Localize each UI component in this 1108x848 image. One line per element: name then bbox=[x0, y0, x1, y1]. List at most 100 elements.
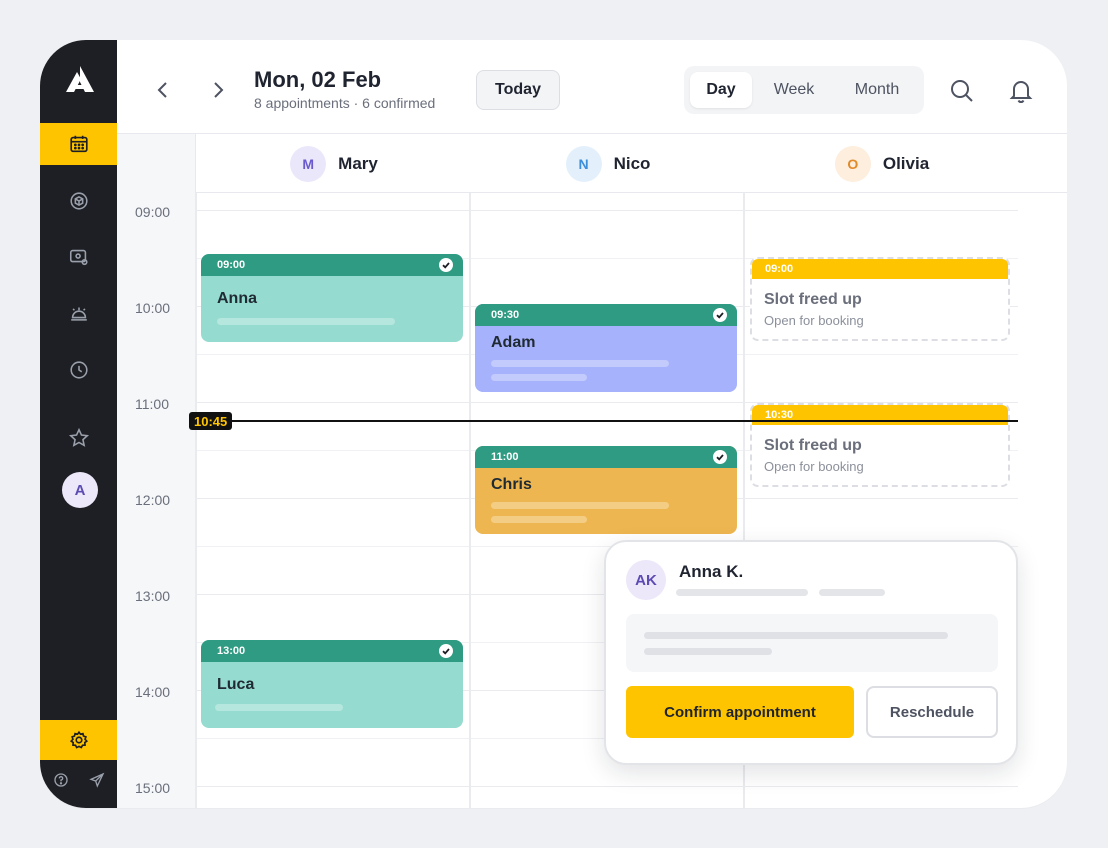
sidebar-item-services[interactable] bbox=[40, 292, 117, 334]
confirmed-check-icon bbox=[439, 258, 453, 272]
prev-day-button[interactable] bbox=[151, 78, 175, 102]
client-name: Adam bbox=[491, 334, 536, 351]
appointment-time: 11:00 bbox=[491, 451, 519, 463]
sidebar: A bbox=[40, 40, 117, 808]
sidebar-item-history[interactable] bbox=[40, 349, 117, 391]
time-label: 09:00 bbox=[135, 204, 171, 220]
search-icon bbox=[951, 80, 973, 102]
send-icon[interactable] bbox=[88, 772, 105, 788]
day-grid[interactable]: 09:00 10:00 11:00 12:00 13:00 14:00 15:0… bbox=[117, 193, 1067, 808]
time-label: 14:00 bbox=[135, 684, 171, 700]
column-divider bbox=[743, 193, 745, 808]
slot-title: Slot freed up bbox=[764, 437, 862, 454]
card-settings-icon bbox=[69, 249, 88, 266]
clock-icon bbox=[69, 361, 88, 379]
client-name: Luca bbox=[217, 676, 255, 693]
appointment-header: 09:30 bbox=[475, 304, 737, 326]
staff-column-olivia[interactable]: O Olivia bbox=[745, 134, 1019, 193]
bell-icon bbox=[1009, 81, 1033, 103]
user-avatar[interactable]: A bbox=[62, 472, 98, 508]
appointment-header: 11:00 bbox=[475, 446, 737, 468]
hour-line bbox=[196, 402, 1018, 403]
view-week-button[interactable]: Week bbox=[773, 81, 815, 98]
appointment-time: 09:00 bbox=[217, 259, 246, 271]
appointment-card-adam[interactable]: 09:30 Adam bbox=[475, 304, 737, 392]
time-gutter bbox=[117, 193, 196, 808]
avatar: M bbox=[290, 145, 327, 182]
confirmed-check-icon bbox=[713, 308, 727, 322]
sidebar-item-products[interactable] bbox=[40, 180, 117, 222]
sidebar-item-favorites[interactable] bbox=[40, 417, 117, 459]
text-placeholder bbox=[644, 648, 772, 655]
column-divider bbox=[469, 193, 471, 808]
free-slot-card[interactable]: 10:30 Slot freed up Open for booking bbox=[750, 403, 1010, 487]
appointment-header: 09:00 bbox=[201, 254, 463, 276]
slot-title: Slot freed up bbox=[764, 291, 862, 308]
time-label: 12:00 bbox=[135, 492, 171, 508]
chevron-right-icon bbox=[214, 82, 224, 98]
sidebar-item-calendar[interactable] bbox=[40, 123, 117, 165]
client-name: Anna K. bbox=[679, 562, 744, 581]
avatar: O bbox=[834, 145, 871, 182]
confirm-appointment-button[interactable]: Confirm appointment bbox=[626, 686, 854, 738]
view-switcher: Day Week Month bbox=[684, 66, 924, 114]
slot-subtitle: Open for booking bbox=[764, 459, 864, 474]
sidebar-item-settings[interactable] bbox=[40, 720, 117, 760]
next-day-button[interactable] bbox=[206, 78, 230, 102]
page-title: Mon, 02 Feb bbox=[254, 67, 382, 92]
text-placeholder bbox=[819, 589, 885, 596]
current-time-line bbox=[196, 420, 1018, 422]
today-button[interactable]: Today bbox=[476, 70, 560, 110]
slot-time: 09:00 bbox=[752, 259, 1008, 279]
appointment-card-chris[interactable]: 11:00 Chris bbox=[475, 446, 737, 534]
time-label: 11:00 bbox=[135, 396, 169, 412]
cube-icon bbox=[69, 192, 88, 210]
staff-name: Olivia bbox=[882, 153, 930, 173]
brand-logo bbox=[66, 66, 94, 92]
appointments-summary: 8 appointments · 6 confirmed bbox=[254, 95, 436, 111]
help-icon[interactable] bbox=[53, 772, 69, 788]
column-divider bbox=[195, 193, 197, 808]
staff-column-nico[interactable]: N Nico bbox=[471, 134, 745, 193]
client-name: Chris bbox=[491, 476, 532, 493]
search-button[interactable] bbox=[948, 77, 976, 105]
chevron-left-icon bbox=[157, 82, 167, 98]
appointment-card-luca[interactable]: 13:00 Luca bbox=[201, 640, 463, 728]
sidebar-footer bbox=[40, 760, 117, 800]
time-gutter-header bbox=[117, 134, 196, 193]
hour-line bbox=[196, 210, 1018, 211]
appointment-time: 13:00 bbox=[217, 645, 246, 657]
current-time-badge: 10:45 bbox=[189, 412, 233, 430]
sidebar-item-payments[interactable] bbox=[40, 236, 117, 278]
staff-header-row: M Mary N Nico O Olivia bbox=[117, 134, 1067, 193]
time-label: 10:00 bbox=[135, 300, 171, 316]
confirmed-check-icon bbox=[713, 450, 727, 464]
text-placeholder bbox=[491, 516, 587, 523]
free-slot-card[interactable]: 09:00 Slot freed up Open for booking bbox=[750, 257, 1010, 341]
appointment-card-anna[interactable]: 09:00 Anna bbox=[201, 254, 463, 342]
hour-line bbox=[196, 786, 1018, 787]
staff-name: Nico bbox=[613, 153, 651, 173]
text-placeholder bbox=[491, 502, 669, 509]
notifications-button[interactable] bbox=[1007, 77, 1035, 105]
view-month-button[interactable]: Month bbox=[854, 81, 900, 98]
half-hour-line bbox=[196, 546, 1018, 547]
avatar: AK bbox=[626, 560, 666, 600]
text-placeholder bbox=[215, 704, 343, 711]
text-placeholder bbox=[644, 632, 948, 639]
settings-icon bbox=[69, 730, 88, 749]
confirmed-check-icon bbox=[439, 644, 453, 658]
half-hour-line bbox=[196, 258, 1018, 259]
slot-time: 10:30 bbox=[752, 405, 1008, 425]
view-day-button[interactable]: Day bbox=[690, 72, 752, 108]
appointment-time: 09:30 bbox=[491, 309, 520, 321]
app-window: A bbox=[40, 40, 1067, 808]
star-icon bbox=[68, 427, 89, 447]
time-label: 15:00 bbox=[135, 780, 171, 796]
appointment-header: 13:00 bbox=[201, 640, 463, 662]
reschedule-button[interactable]: Reschedule bbox=[866, 686, 998, 738]
text-placeholder bbox=[491, 374, 587, 381]
service-bell-icon bbox=[70, 307, 87, 321]
staff-column-mary[interactable]: M Mary bbox=[197, 134, 471, 193]
